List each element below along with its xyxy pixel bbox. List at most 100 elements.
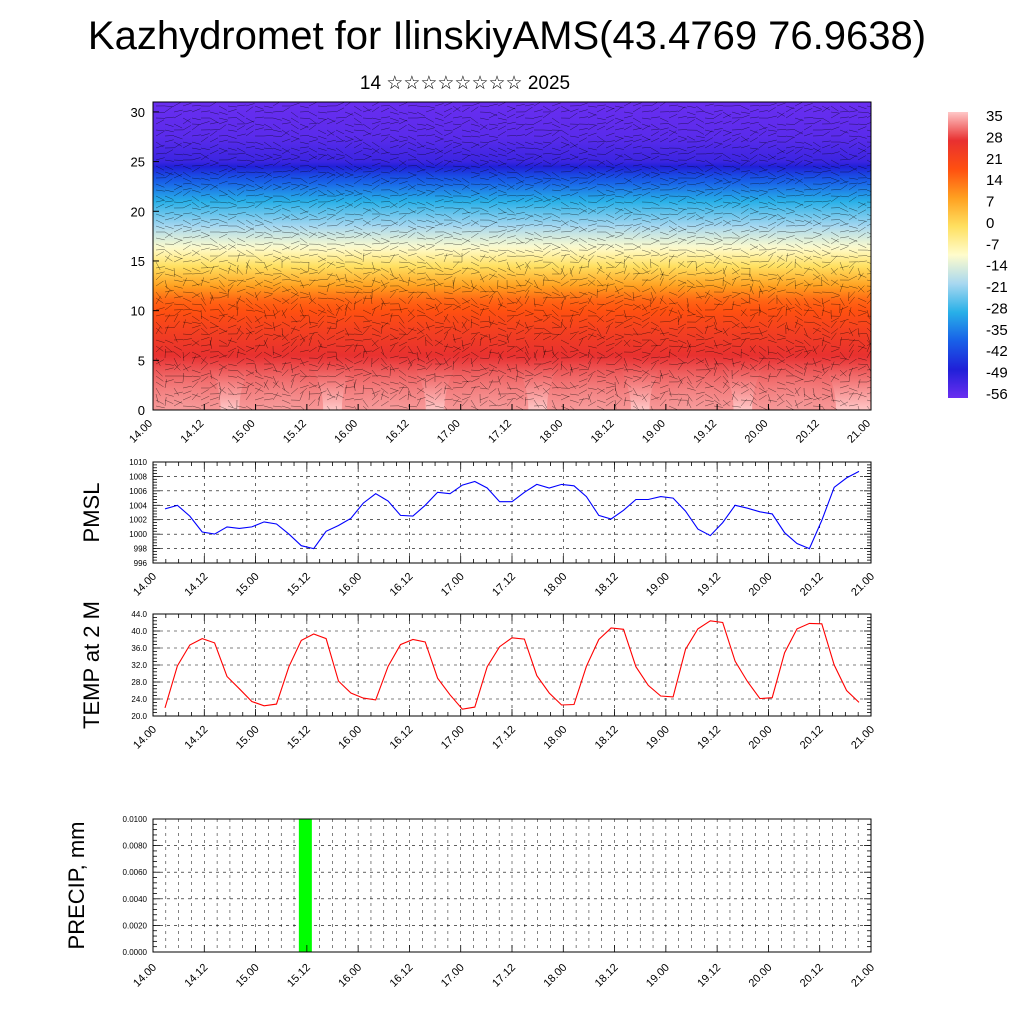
x-tick-label: 15.00 (234, 962, 262, 990)
y-tick-label: 15 (131, 254, 145, 269)
x-tick-label: 17.12 (490, 962, 518, 990)
x-tick-label: 16.12 (388, 571, 416, 599)
y-tick-label: 28.0 (131, 678, 147, 687)
colorbar-label: -14 (986, 258, 1008, 275)
x-tick-label: 19.00 (644, 724, 672, 752)
colorbar-label: 14 (986, 172, 1003, 189)
colorbar: 35 28 21 14 7 0 -7 -14 -21 -28 -35 -42 -49 -56 (948, 108, 1008, 403)
temp-axis-label: TEMP at 2 M (79, 601, 104, 729)
colorbar-label: -35 (986, 322, 1008, 339)
y-tick-label: 24.0 (131, 695, 147, 704)
x-tick-label: 21.00 (849, 962, 877, 990)
x-tick-label: 16.00 (336, 724, 364, 752)
x-tick-label: 17.12 (490, 724, 518, 752)
x-tick-label: 14.12 (182, 962, 210, 990)
y-tick-label: 36.0 (131, 644, 147, 653)
y-tick-label: 32.0 (131, 661, 147, 670)
pmsl-series-line (164, 470, 860, 550)
colorbar-ramp (948, 112, 968, 398)
x-tick-label: 15.12 (285, 962, 313, 990)
precip-panel: 0.0000 0.0020 0.0040 0.0060 0.0080 0.0100 14.0… (64, 815, 877, 990)
y-tick-label: 30 (131, 105, 145, 120)
chart-subtitle: 14 ☆☆☆☆☆☆☆☆ 2025 (359, 73, 571, 94)
x-tick-label: 19.00 (640, 418, 668, 446)
x-tick-label: 20.00 (743, 418, 771, 446)
temp-panel: 20.0 24.0 28.0 32.0 36.0 40.0 44.0 14.00 14.12 15… (79, 601, 877, 752)
precip-axis-label: PRECIP, mm (64, 822, 89, 950)
y-tick-label: 0 (138, 403, 145, 418)
x-tick-label: 14.00 (131, 962, 159, 990)
x-tick-label: 19.12 (695, 724, 723, 752)
x-tick-label: 20.00 (747, 571, 775, 599)
warm-maximum (341, 348, 426, 410)
x-tick-label: 20.00 (747, 724, 775, 752)
x-tick-label: 19.00 (644, 571, 672, 599)
x-tick-label: 17.00 (439, 724, 467, 752)
x-tick-label: 15.00 (234, 724, 262, 752)
y-tick-label: 10 (131, 304, 145, 319)
x-tick-label: 16.12 (384, 418, 412, 446)
x-tick-label: 14.12 (182, 571, 210, 599)
pmsl-axis-label: PMSL (79, 483, 104, 543)
y-tick-label: 1006 (129, 487, 147, 496)
x-tick-label: 17.12 (490, 571, 518, 599)
x-tick-label: 18.00 (541, 962, 569, 990)
y-tick-label: 1002 (129, 516, 147, 525)
y-tick-label: 20 (131, 204, 145, 219)
chart-title: Kazhydromet for IlinskiyAMS(43.4769 76.9… (87, 14, 927, 58)
y-tick-label: 998 (134, 545, 148, 554)
x-tick-label: 18.12 (593, 571, 621, 599)
x-tick-label: 14.00 (131, 571, 159, 599)
warm-maximum (444, 348, 529, 410)
x-tick-label: 19.12 (691, 418, 719, 446)
x-tick-label: 14.12 (178, 418, 206, 446)
x-tick-label: 20.12 (798, 962, 826, 990)
x-tick-label: 18.12 (593, 724, 621, 752)
warm-maximum (546, 348, 631, 410)
x-tick-label: 16.00 (336, 962, 364, 990)
colorbar-label: -42 (986, 343, 1008, 360)
y-tick-label: 0.0080 (123, 842, 148, 851)
x-tick-label: 15.12 (285, 571, 313, 599)
x-tick-label: 19.12 (695, 571, 723, 599)
x-tick-label: 18.00 (541, 571, 569, 599)
x-tick-label: 14.12 (182, 724, 210, 752)
x-tick-label: 17.00 (435, 418, 463, 446)
x-tick-label: 19.00 (644, 962, 672, 990)
x-tick-label: 16.12 (388, 962, 416, 990)
y-tick-label: 0.0060 (123, 868, 148, 877)
x-tick-label: 20.00 (747, 962, 775, 990)
wind-barbs (155, 102, 871, 410)
y-tick-label: 20.0 (131, 712, 147, 721)
x-tick-label: 15.12 (281, 418, 309, 446)
y-tick-label: 44.0 (131, 610, 147, 619)
x-tick-label: 18.00 (537, 418, 565, 446)
y-tick-label: 1004 (129, 501, 147, 510)
y-tick-label: 1010 (129, 458, 147, 467)
colorbar-label: -7 (986, 236, 999, 253)
x-tick-label: 14.00 (131, 724, 159, 752)
colorbar-label: -56 (986, 386, 1008, 403)
x-tick-label: 14.00 (127, 418, 155, 446)
x-tick-label: 21.00 (849, 571, 877, 599)
x-tick-label: 19.12 (695, 962, 723, 990)
y-tick-label: 1008 (129, 472, 147, 481)
x-tick-label: 20.12 (798, 571, 826, 599)
colorbar-label: 7 (986, 194, 994, 211)
x-tick-label: 18.00 (541, 724, 569, 752)
x-tick-label: 17.00 (439, 962, 467, 990)
temperature-cross-section: 0 5 10 15 20 25 30 14.00 14.12 15.00 15.12 16.00 16.… (127, 101, 873, 446)
precip-bar (298, 819, 312, 952)
y-tick-label: 996 (134, 559, 148, 568)
x-tick-label: 21.00 (845, 418, 873, 446)
y-tick-label: 25 (131, 155, 145, 170)
x-tick-label: 15.12 (285, 724, 313, 752)
colorbar-label: -49 (986, 365, 1008, 382)
y-tick-label: 0.0040 (123, 895, 148, 904)
pmsl-panel: 996 998 1000 1002 1004 1006 1008 1010 14.00 14.12… (79, 458, 877, 599)
warm-maximum (153, 348, 221, 410)
x-tick-label: 20.12 (794, 418, 822, 446)
x-tick-label: 17.00 (439, 571, 467, 599)
y-tick-label: 0.0100 (123, 815, 148, 824)
x-tick-label: 17.12 (486, 418, 514, 446)
